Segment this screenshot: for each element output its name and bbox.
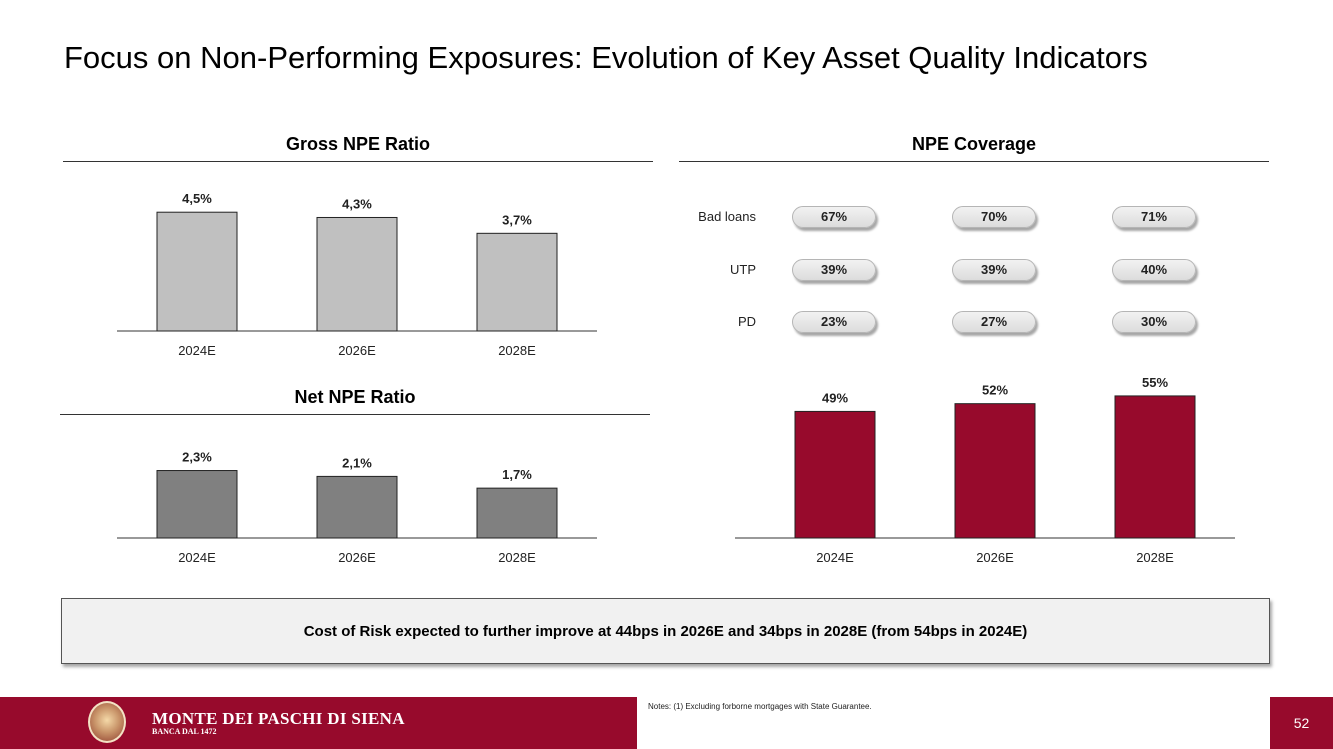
data-label: 49% (822, 390, 848, 405)
bar-2026E (316, 216, 398, 332)
npe-coverage-title: NPE Coverage (911, 134, 1037, 154)
data-label: 2,3% (182, 450, 212, 465)
bar-2028E (476, 232, 558, 332)
page-number: 52 (1293, 715, 1310, 731)
bank-logo-icon (88, 701, 126, 743)
npe-coverage-chart: 49% 2024E 52% 2026E 55% 2028E (735, 375, 1235, 565)
net-npe-chart: 2,3% 2024E 2,1% 2026E 1,7% 2028E (117, 450, 597, 565)
coverage-pill: 70% (952, 206, 1036, 228)
gross-npe-title: Gross NPE Ratio (285, 134, 431, 154)
data-label: 4,5% (182, 191, 212, 206)
data-label: 2,1% (342, 455, 372, 470)
gross-npe-chart: 4,5% 2024E 4,3% 2026E 3,7% 2028E (117, 191, 597, 358)
brand-subtitle: BANCA DAL 1472 (152, 727, 217, 736)
coverage-pill: 27% (952, 311, 1036, 333)
bar-2028E (476, 487, 558, 539)
x-tick-label: 2024E (178, 343, 216, 358)
coverage-pill: 39% (792, 259, 876, 281)
bar-2026E (316, 475, 398, 539)
cost-of-risk-callout: Cost of Risk expected to further improve… (61, 598, 1270, 664)
data-label: 52% (982, 383, 1008, 398)
x-tick-label: 2026E (976, 550, 1014, 565)
coverage-row-label-bad-loans: Bad loans (698, 209, 756, 224)
callout-text: Cost of Risk expected to further improve… (303, 622, 1028, 640)
x-tick-label: 2028E (498, 550, 536, 565)
x-tick-label: 2028E (498, 343, 536, 358)
data-label: 4,3% (342, 196, 372, 211)
net-npe-rule (60, 414, 650, 415)
x-tick-label: 2024E (816, 550, 854, 565)
coverage-pill: 67% (792, 206, 876, 228)
page-number-box: 52 (1270, 697, 1333, 749)
net-npe-title: Net NPE Ratio (294, 387, 416, 407)
bar-2026E (954, 403, 1036, 539)
brand-name: MONTE DEI PASCHI DI SIENA (152, 709, 405, 728)
coverage-pill: 71% (1112, 206, 1196, 228)
npe-coverage-rule (679, 161, 1269, 162)
coverage-pill: 39% (952, 259, 1036, 281)
coverage-pill: 40% (1112, 259, 1196, 281)
coverage-row-label-pd: PD (737, 314, 756, 329)
x-tick-label: 2028E (1136, 550, 1174, 565)
x-tick-label: 2026E (338, 550, 376, 565)
coverage-pill: 23% (792, 311, 876, 333)
bar-2024E (156, 211, 238, 332)
footnote: Notes: (1) Excluding forborne mortgages … (648, 702, 872, 711)
bar-2024E (794, 410, 876, 539)
bar-2024E (156, 470, 238, 539)
data-label: 55% (1142, 375, 1168, 390)
coverage-row-label-utp: UTP (730, 262, 756, 277)
x-tick-label: 2026E (338, 343, 376, 358)
coverage-pill: 30% (1112, 311, 1196, 333)
x-tick-label: 2024E (178, 550, 216, 565)
page-title: Focus on Non-Performing Exposures: Evolu… (64, 40, 1148, 75)
bar-2028E (1114, 395, 1196, 539)
data-label: 3,7% (502, 212, 532, 227)
gross-npe-rule (63, 161, 653, 162)
data-label: 1,7% (502, 467, 532, 482)
